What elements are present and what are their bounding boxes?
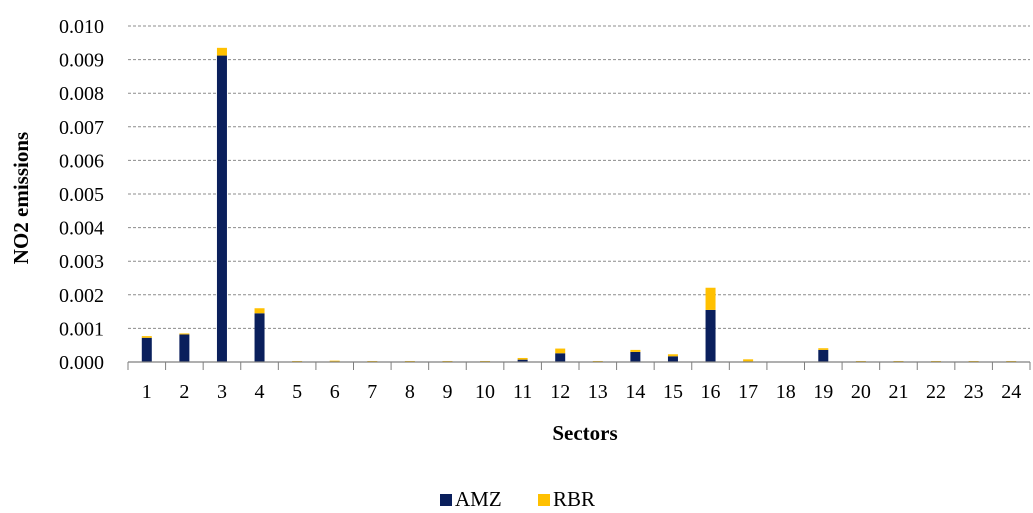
- x-tick-label: 5: [292, 381, 302, 403]
- bar-amz-11: [517, 359, 528, 362]
- y-tick-label: 0.001: [59, 318, 104, 340]
- bar-amz-16: [705, 309, 716, 362]
- bar-rbr-16: [705, 287, 716, 310]
- bar-amz-15: [667, 356, 678, 362]
- y-tick-label: 0.004: [59, 218, 104, 240]
- y-tick-label: 0.000: [59, 352, 104, 374]
- bar-amz-14: [630, 351, 641, 362]
- x-tick-label: 22: [926, 381, 946, 403]
- y-tick-label: 0.002: [59, 285, 104, 307]
- x-axis: [127, 361, 1031, 370]
- y-tick-label: 0.006: [59, 150, 104, 172]
- y-tick-label: 0.010: [59, 16, 104, 38]
- bar-rbr-3: [216, 47, 227, 56]
- x-tick-label: 14: [625, 381, 645, 403]
- bar-rbr-6: [329, 360, 340, 362]
- bar-amz-4: [254, 313, 265, 362]
- x-tick-label: 2: [179, 381, 189, 403]
- x-tick-label: 8: [405, 381, 415, 403]
- bar-amz-12: [555, 353, 566, 362]
- legend: AMZ RBR: [440, 487, 595, 511]
- y-axis-title: NO2 emissions: [9, 132, 33, 264]
- x-tick-label: 13: [588, 381, 608, 403]
- x-tick-label: 1: [142, 381, 152, 403]
- bar-amz-2: [179, 334, 190, 362]
- x-tick-label: 17: [738, 381, 758, 403]
- legend-label-rbr: RBR: [553, 487, 595, 511]
- x-tick-label: 3: [217, 381, 227, 403]
- x-tick-label: 24: [1001, 381, 1021, 403]
- y-tick-label: 0.009: [59, 50, 104, 72]
- x-tick-label: 21: [888, 381, 908, 403]
- bar-amz-1: [141, 337, 152, 362]
- bar-amz-3: [216, 55, 227, 363]
- x-axis-ticks: 1 2 3 4 5 6 7 8 9 10 11 12 13 14 15 16 17 18 19 20 21 22 23 24: [142, 381, 1021, 403]
- bar-rbr-17: [743, 359, 754, 362]
- bars: [141, 47, 1017, 363]
- x-tick-label: 19: [813, 381, 833, 403]
- bar-rbr-14: [630, 349, 641, 352]
- x-tick-label: 11: [513, 381, 532, 403]
- x-tick-label: 9: [442, 381, 452, 403]
- x-tick-label: 12: [550, 381, 570, 403]
- x-tick-label: 4: [255, 381, 265, 403]
- y-axis-ticks: 0.000 0.001 0.002 0.003 0.004 0.005 0.006 0.007…: [59, 16, 104, 374]
- bar-rbr-2: [179, 333, 190, 335]
- x-tick-label: 6: [330, 381, 340, 403]
- y-tick-label: 0.003: [59, 251, 104, 273]
- bar-rbr-1: [141, 336, 152, 338]
- gridlines: [128, 25, 1030, 329]
- legend-swatch-amz: [440, 494, 452, 506]
- x-axis-title: Sectors: [552, 421, 617, 445]
- legend-swatch-rbr: [538, 494, 550, 506]
- x-tick-label: 7: [367, 381, 377, 403]
- bar-rbr-19: [818, 348, 829, 350]
- x-tick-label: 15: [663, 381, 683, 403]
- y-tick-label: 0.008: [59, 83, 104, 105]
- bar-rbr-4: [254, 308, 265, 314]
- x-tick-label: 16: [701, 381, 721, 403]
- bar-amz-19: [818, 349, 829, 362]
- y-tick-label: 0.005: [59, 184, 104, 206]
- y-tick-label: 0.007: [59, 117, 104, 139]
- bar-rbr-11: [517, 357, 528, 360]
- x-tick-label: 20: [851, 381, 871, 403]
- x-tick-label: 18: [776, 381, 796, 403]
- bar-rbr-15: [667, 354, 678, 357]
- legend-label-amz: AMZ: [455, 487, 502, 511]
- bar-rbr-12: [555, 348, 566, 354]
- x-tick-label: 23: [964, 381, 984, 403]
- x-tick-label: 10: [475, 381, 495, 403]
